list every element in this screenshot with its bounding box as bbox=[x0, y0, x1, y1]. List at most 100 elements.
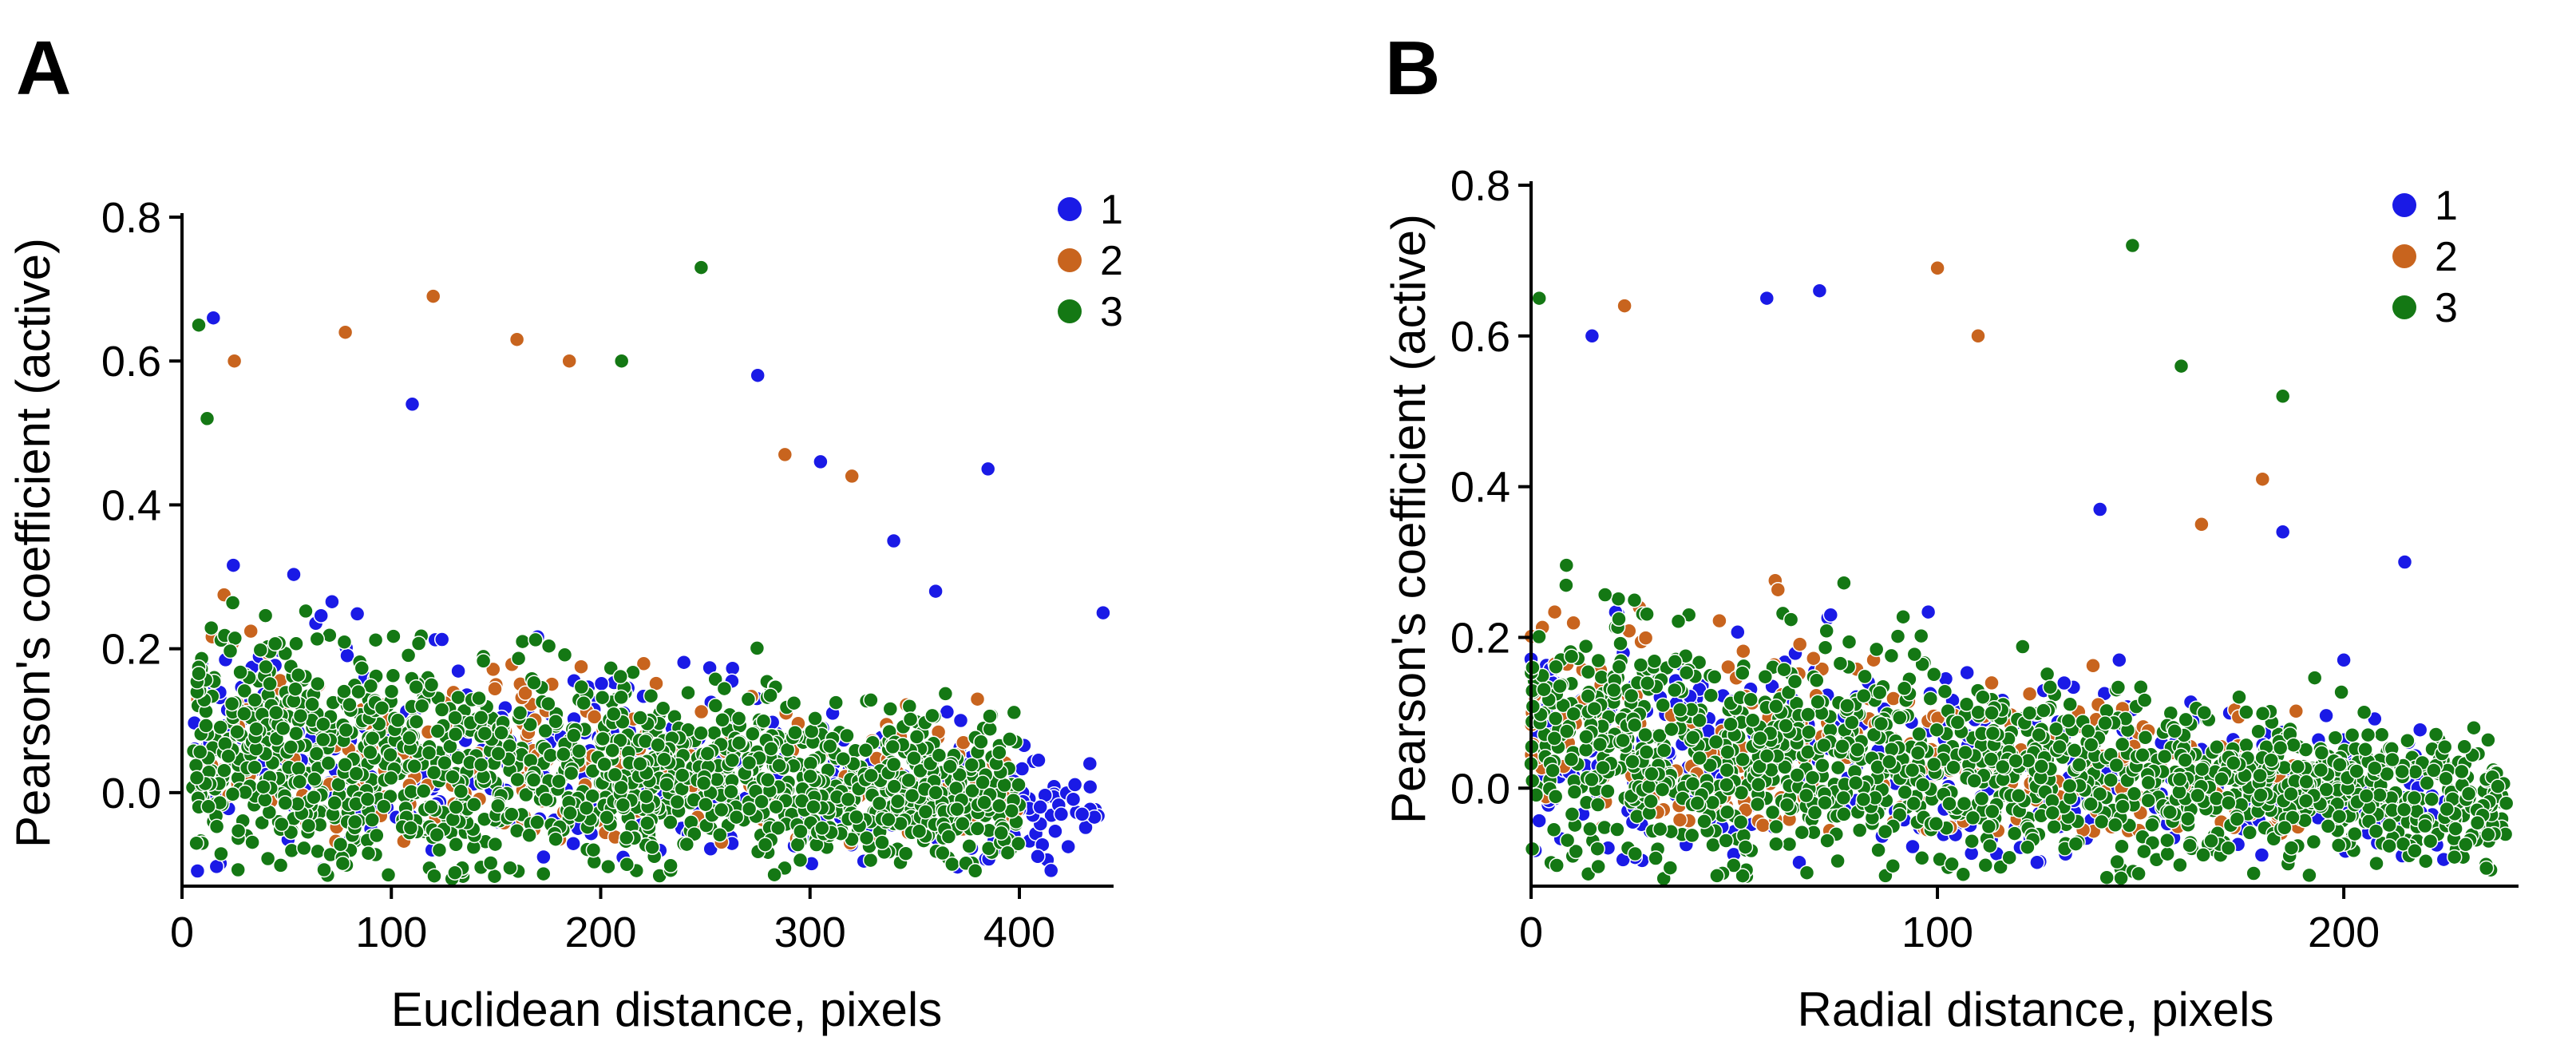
scatter-point-series-3 bbox=[272, 857, 289, 873]
scatter-point-series-3 bbox=[687, 825, 702, 842]
scatter-point-series-3 bbox=[521, 827, 537, 844]
scatter-point-series-3 bbox=[714, 712, 730, 728]
scatter-point-series-3 bbox=[1705, 837, 1721, 853]
scatter-point-series-3 bbox=[2080, 723, 2096, 739]
scatter-point-series-2 bbox=[2085, 658, 2101, 674]
scatter-point-series-3 bbox=[198, 718, 214, 734]
scatter-point-series-3 bbox=[771, 758, 787, 774]
scatter-point-series-3 bbox=[1685, 730, 1701, 746]
scatter-point-series-3 bbox=[536, 865, 552, 882]
scatter-point-series-3 bbox=[1759, 748, 1775, 764]
scatter-point-series-3 bbox=[1956, 795, 1973, 812]
scatter-point-series-3 bbox=[383, 770, 399, 786]
scatter-point-series-1 bbox=[2029, 854, 2045, 871]
scatter-point-series-3 bbox=[1531, 628, 1547, 645]
scatter-point-series-3 bbox=[1814, 758, 1830, 774]
x-axis-label-a: Euclidean distance, pixels bbox=[391, 983, 942, 1036]
scatter-point-series-3 bbox=[509, 771, 525, 788]
scatter-point-series-3 bbox=[880, 811, 896, 828]
scatter-point-series-3 bbox=[1957, 744, 1973, 761]
scatter-point-series-3 bbox=[448, 837, 464, 853]
scatter-point-series-1 bbox=[2254, 847, 2270, 863]
scatter-point-series-3 bbox=[975, 774, 991, 790]
scatter-point-series-3 bbox=[1589, 841, 1605, 857]
scatter-point-series-3 bbox=[1871, 684, 1888, 701]
scatter-point-series-3 bbox=[2006, 825, 2023, 841]
scatter-point-series-3 bbox=[2330, 837, 2347, 853]
scatter-point-series-3 bbox=[406, 758, 422, 774]
scatter-point-series-2 bbox=[2021, 686, 2038, 702]
legend-marker-series-1 bbox=[1058, 197, 1082, 221]
scatter-point-series-3 bbox=[882, 701, 899, 717]
scatter-point-series-3 bbox=[1589, 797, 1606, 813]
scatter-point-series-3 bbox=[897, 845, 914, 861]
scatter-point-series-3 bbox=[437, 754, 453, 771]
scatter-point-series-3 bbox=[1844, 715, 1860, 730]
scatter-point-series-3 bbox=[1830, 853, 1846, 869]
scatter-point-series-1 bbox=[2111, 652, 2127, 668]
scatter-point-series-3 bbox=[2407, 843, 2423, 859]
scatter-point-series-3 bbox=[2428, 726, 2444, 742]
scatter-point-series-3 bbox=[982, 708, 998, 724]
scatter-point-series-3 bbox=[1684, 827, 1700, 844]
scatter-point-series-3 bbox=[2203, 833, 2219, 849]
scatter-point-series-3 bbox=[385, 667, 402, 684]
scatter-point-series-3 bbox=[1873, 715, 1889, 732]
scatter-point-series-3 bbox=[1841, 634, 1858, 650]
scatter-point-series-3 bbox=[1768, 836, 1784, 853]
legend-b: 1 2 3 bbox=[2392, 183, 2458, 331]
y-tick-label: 0.2 bbox=[101, 626, 161, 674]
scatter-point-series-3 bbox=[538, 791, 554, 808]
scatter-point-series-3 bbox=[1818, 623, 1834, 639]
scatter-point-series-3 bbox=[1662, 860, 1679, 876]
scatter-point-series-3 bbox=[308, 746, 325, 762]
scatter-point-series-1 bbox=[1043, 862, 1059, 879]
scatter-point-series-1 bbox=[349, 606, 366, 622]
scatter-point-series-3 bbox=[1925, 756, 1942, 773]
scatter-point-series-3 bbox=[571, 743, 588, 759]
scatter-point-series-3 bbox=[1749, 796, 1766, 813]
scatter-point-series-3 bbox=[787, 724, 803, 741]
scatter-point-series-3 bbox=[423, 677, 440, 693]
scatter-point-series-3 bbox=[1794, 824, 1810, 841]
scatter-point-series-3 bbox=[2194, 761, 2210, 778]
scatter-point-series-3 bbox=[1565, 706, 1582, 722]
scatter-point-series-3 bbox=[1597, 587, 1613, 603]
scatter-point-series-3 bbox=[336, 683, 352, 699]
scatter-point-series-3 bbox=[935, 845, 951, 861]
scatter-point-series-3 bbox=[1895, 608, 1911, 625]
scatter-point-series-3 bbox=[537, 722, 553, 739]
scatter-point-series-3 bbox=[475, 653, 492, 669]
y-tick-label: 0.0 bbox=[101, 770, 161, 817]
scatter-point-series-3 bbox=[2242, 825, 2258, 841]
scatter-point-series-3 bbox=[2406, 790, 2423, 806]
scatter-point-series-3 bbox=[2229, 811, 2246, 827]
scatter-point-series-3 bbox=[255, 778, 271, 795]
scatter-point-series-3 bbox=[487, 836, 504, 853]
scatter-point-series-3 bbox=[1552, 678, 1568, 695]
scatter-point-series-3 bbox=[2424, 791, 2439, 807]
scatter-point-series-3 bbox=[2372, 787, 2388, 803]
scatter-point-series-3 bbox=[1590, 858, 1606, 875]
scatter-point-series-1 bbox=[1066, 777, 1083, 793]
scatter-point-series-3 bbox=[447, 726, 464, 742]
scatter-point-series-1 bbox=[2336, 652, 2352, 668]
scatter-point-series-1 bbox=[1014, 761, 1031, 777]
scatter-point-series-3 bbox=[2272, 740, 2289, 756]
scatter-point-series-2 bbox=[1929, 260, 1945, 276]
scatter-point-series-3 bbox=[1580, 664, 1597, 680]
scatter-point-series-1 bbox=[1920, 604, 1937, 620]
scatter-point-series-3 bbox=[2466, 719, 2482, 736]
scatter-point-series-3 bbox=[1719, 804, 1735, 820]
scatter-point-series-3 bbox=[486, 868, 503, 885]
scatter-point-series-3 bbox=[1611, 659, 1628, 675]
scatter-point-series-3 bbox=[2360, 726, 2376, 743]
scatter-point-series-3 bbox=[655, 700, 671, 716]
scatter-point-series-3 bbox=[230, 861, 246, 878]
legend-label-series-2: 2 bbox=[1100, 238, 1123, 284]
scatter-point-series-3 bbox=[679, 836, 695, 853]
scatter-point-series-3 bbox=[2384, 751, 2400, 768]
scatter-point-series-3 bbox=[1723, 716, 1739, 732]
scatter-point-series-3 bbox=[789, 837, 806, 853]
scatter-point-series-3 bbox=[1564, 806, 1581, 822]
